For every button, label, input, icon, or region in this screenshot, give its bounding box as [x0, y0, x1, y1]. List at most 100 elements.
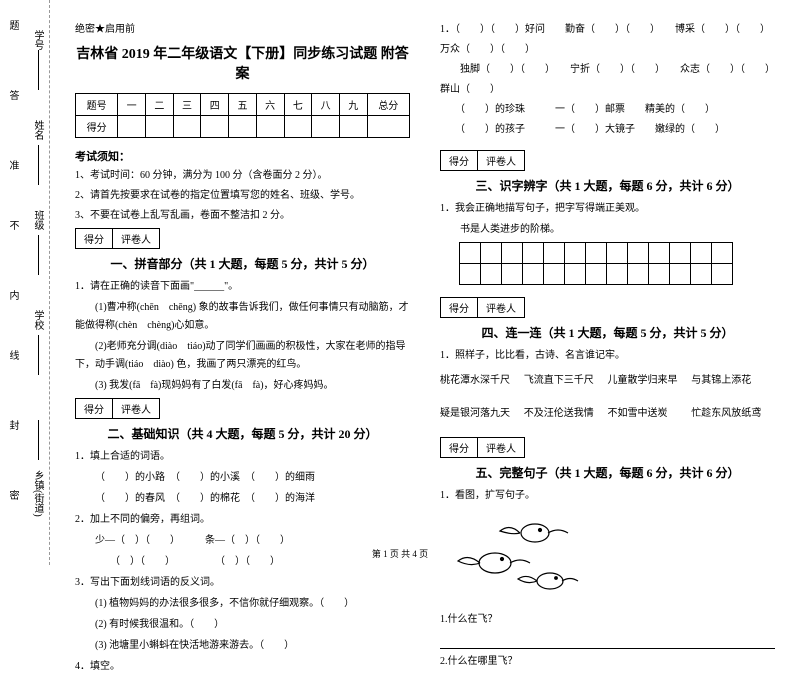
- grid-cell: [690, 263, 712, 285]
- table-row: 得分: [76, 116, 410, 138]
- grid-cell: [543, 263, 565, 285]
- writing-grid: [460, 263, 775, 285]
- question-stem: 1．照样子，比比看，古诗、名言谁记牢。: [440, 347, 775, 365]
- score-box: 得分评卷人: [75, 398, 160, 419]
- table-cell: [256, 116, 284, 138]
- content-area: 绝密★启用前 吉林省 2019 年二年级语文【下册】同步练习试题 附答案 题号 …: [50, 0, 800, 565]
- question-line: (3) 我发(fā fà)现妈妈有了白发(fā fà)，好心疼妈妈。: [75, 377, 410, 395]
- fill-row: （ ）的春风 （ ）的棉花 （ ）的海洋: [75, 490, 410, 508]
- left-column: 绝密★启用前 吉林省 2019 年二年级语文【下册】同步练习试题 附答案 题号 …: [60, 20, 425, 555]
- question-stem: 1．请在正确的读音下面画"______"。: [75, 278, 410, 296]
- grid-cell: [606, 242, 628, 264]
- binding-label: 班级: [30, 210, 45, 230]
- connect-row: 疑是银河落九天 不及汪伦送我情 不如雪中送炭 忙趁东风放纸鸢: [440, 404, 775, 419]
- connect-item: 不及汪伦送我情: [524, 404, 608, 419]
- grid-cell: [480, 242, 502, 264]
- score-box: 得分评卷人: [440, 437, 525, 458]
- question-line: (1) 植物妈妈的办法很多很多，不信你就仔细观察。（ ）: [75, 595, 410, 613]
- grid-cell: [627, 242, 649, 264]
- grid-cell: [459, 263, 481, 285]
- question-line: (1)曹冲称(chēn chēng) 象的故事告诉我们，做任何事情只有动脑筋，才…: [75, 299, 410, 335]
- table-cell: 得分: [76, 116, 118, 138]
- table-cell: [284, 116, 312, 138]
- question-item: 2．加上不同的偏旁，再组词。: [75, 511, 410, 529]
- grid-cell: [564, 242, 586, 264]
- sub-question: 1.什么在飞？: [440, 611, 775, 629]
- question-stem: 1．我会正确地描写句子，把字写得端正美观。: [440, 200, 775, 218]
- question-item: 1．填上合适的词语。: [75, 448, 410, 466]
- fill-row: （ ）的小路 （ ）的小溪 （ ）的细雨: [75, 469, 410, 487]
- grid-cell: [711, 242, 733, 264]
- binding-label: 乡镇(街道): [30, 470, 45, 517]
- seal-mark: 题: [5, 20, 20, 30]
- table-cell: 题号: [76, 94, 118, 116]
- binding-margin: 学号 姓名 班级 学校 乡镇(街道) 题 答 准 不 内 线 封 密: [0, 0, 50, 565]
- table-cell: 四: [201, 94, 229, 116]
- grid-cell: [501, 263, 523, 285]
- table-row: 题号 一 二 三 四 五 六 七 八 九 总分: [76, 94, 410, 116]
- table-cell: 总分: [367, 94, 409, 116]
- question-stem: 1．看图，扩写句子。: [440, 487, 775, 505]
- bird-illustration: [440, 513, 580, 603]
- seal-mark: 线: [5, 350, 20, 360]
- connect-item: 不如雪中送炭: [608, 404, 692, 419]
- score-table: 题号 一 二 三 四 五 六 七 八 九 总分 得分: [75, 93, 410, 138]
- grader-label: 评卷人: [478, 438, 524, 457]
- fill-row: （ ）的珍珠 一（ ）邮票 精美的（ ）: [440, 100, 775, 120]
- connect-row: 桃花潭水深千尺 飞流直下三千尺 儿童散学归来早 与其锦上添花: [440, 371, 775, 386]
- fill-row: 1．（ ）（ ）好问 勤奋（ ）（ ） 博采（ ）（ ） 万众（ ）（ ）: [440, 20, 775, 60]
- grader-label: 评卷人: [478, 298, 524, 317]
- score-box: 得分评卷人: [75, 228, 160, 249]
- table-cell: 一: [118, 94, 146, 116]
- table-cell: [201, 116, 229, 138]
- section-title: 二、基础知识（共 4 大题，每题 5 分，共计 20 分）: [75, 425, 410, 442]
- notice-title: 考试须知：: [75, 148, 410, 164]
- table-cell: [339, 116, 367, 138]
- section-title: 四、连一连（共 1 大题，每题 5 分，共计 5 分）: [440, 324, 775, 341]
- secret-label: 绝密★启用前: [75, 20, 410, 35]
- grid-cell: [480, 263, 502, 285]
- connect-item: 疑是银河落九天: [440, 404, 524, 419]
- question-line: (2) 有时候我很温和。（ ）: [75, 616, 410, 634]
- seal-mark: 准: [5, 160, 20, 170]
- section-title: 三、识字辨字（共 1 大题，每题 6 分，共计 6 分）: [440, 177, 775, 194]
- table-cell: [173, 116, 201, 138]
- answer-line: [440, 633, 775, 649]
- table-cell: [229, 116, 257, 138]
- question-item: 4．填空。: [75, 658, 410, 676]
- exam-title: 吉林省 2019 年二年级语文【下册】同步练习试题 附答案: [75, 43, 410, 83]
- score-label: 得分: [76, 229, 113, 248]
- binding-line: [38, 420, 39, 460]
- binding-line: [38, 335, 39, 375]
- seal-mark: 密: [5, 490, 20, 500]
- grid-cell: [501, 242, 523, 264]
- fill-row: （ ）（ ） （ ）（ ）: [75, 553, 410, 571]
- score-label: 得分: [441, 151, 478, 170]
- seal-mark: 答: [5, 90, 20, 100]
- page-footer: 第 1 页 共 4 页: [372, 547, 428, 560]
- page-container: 学号 姓名 班级 学校 乡镇(街道) 题 答 准 不 内 线 封 密 绝密★启用…: [0, 0, 800, 565]
- connect-item: 与其锦上添花: [691, 371, 775, 386]
- grid-cell: [585, 242, 607, 264]
- grid-cell: [606, 263, 628, 285]
- grid-cell: [669, 242, 691, 264]
- notice-item: 3、不要在试卷上乱写乱画，卷面不整洁扣 2 分。: [75, 208, 410, 224]
- score-box: 得分评卷人: [440, 297, 525, 318]
- binding-line: [38, 145, 39, 185]
- question-item: 3．写出下面划线词语的反义词。: [75, 574, 410, 592]
- binding-line: [38, 50, 39, 90]
- table-cell: 五: [229, 94, 257, 116]
- fill-row: 少—（ ）（ ） 条—（ ）（ ）: [75, 532, 410, 550]
- section-title: 五、完整句子（共 1 大题，每题 6 分，共计 6 分）: [440, 464, 775, 481]
- grid-cell: [564, 263, 586, 285]
- fill-row: （ ）的孩子 一（ ）大镜子 嫩绿的（ ）: [440, 120, 775, 140]
- grid-cell: [543, 242, 565, 264]
- grader-label: 评卷人: [113, 229, 159, 248]
- score-box: 得分评卷人: [440, 150, 525, 171]
- bird-svg: [440, 513, 580, 603]
- seal-mark: 不: [5, 220, 20, 230]
- grid-cell: [648, 242, 670, 264]
- table-cell: 六: [256, 94, 284, 116]
- sub-question: 2.什么在哪里飞？: [440, 653, 775, 671]
- grid-cell: [648, 263, 670, 285]
